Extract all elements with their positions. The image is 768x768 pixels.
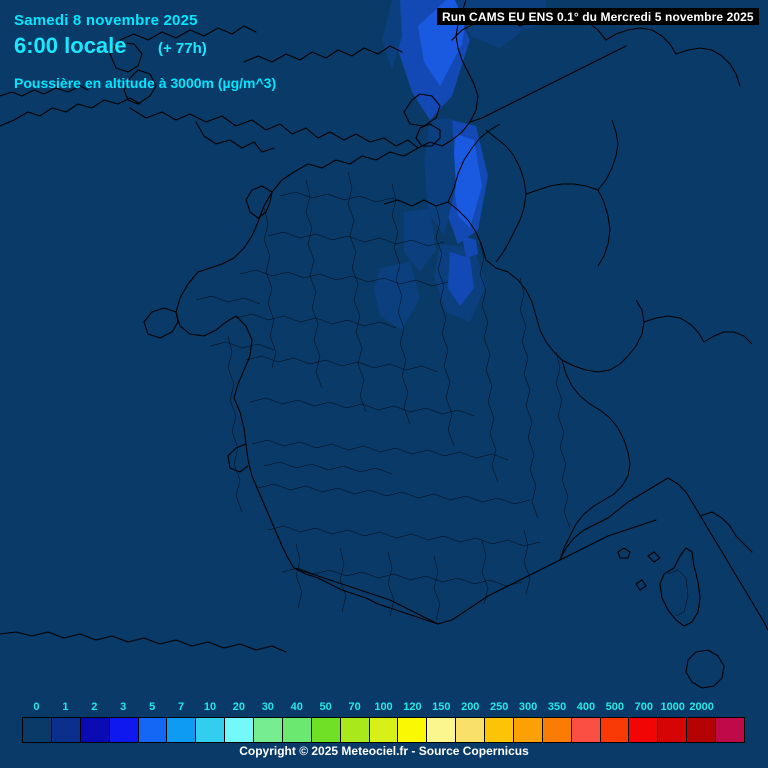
legend-swatch [716, 718, 744, 742]
legend-tick: 5 [149, 701, 156, 713]
legend-swatch [485, 718, 514, 742]
legend-tick: 700 [634, 701, 653, 713]
legend-swatch [138, 718, 168, 742]
legend-tick: 7 [177, 701, 185, 713]
legend-tick: 200 [461, 701, 480, 713]
legend-swatch [225, 718, 254, 742]
legend-swatch [456, 718, 485, 742]
legend-swatch [600, 718, 630, 742]
legend-tick: 40 [290, 701, 303, 713]
legend-tick: 300 [518, 701, 538, 713]
legend-swatch [571, 718, 601, 742]
legend-swatch [109, 718, 139, 742]
legend-tick: 10 [203, 701, 217, 713]
legend-swatch [51, 718, 81, 742]
legend-swatch [513, 718, 543, 742]
legend-tick: 20 [232, 701, 246, 713]
legend-swatch [311, 718, 341, 742]
legend-tick: 250 [489, 701, 509, 713]
legend-tick: 30 [261, 701, 274, 713]
legend-swatch [282, 718, 312, 742]
map-vector-layer [0, 0, 768, 689]
model-run-text: Run CAMS EU ENS 0.1° du Mercredi 5 novem… [442, 9, 754, 24]
legend-tick: 1000 [660, 701, 685, 713]
legend-swatch [542, 718, 572, 742]
copyright-text: Copyright © 2025 Meteociel.fr - Source C… [239, 744, 529, 758]
legend-tick: 1 [62, 701, 69, 713]
legend-swatch [80, 718, 110, 742]
legend-tick: 50 [319, 701, 332, 713]
legend-tick: 400 [576, 701, 596, 713]
legend-tick: 120 [403, 701, 422, 713]
legend-tick: 150 [432, 701, 451, 713]
legend-swatch [398, 718, 428, 742]
legend-tick-labels: 0 1 2 3 5 7 10 20 30 40 50 70 100 120 150 200 250 300 350 4… [0, 700, 768, 717]
model-run-banner: Run CAMS EU ENS 0.1° du Mercredi 5 novem… [437, 8, 759, 25]
dust-plume-overlay [374, 0, 548, 330]
legend-swatch [658, 718, 688, 742]
legend-tick: 70 [348, 701, 361, 713]
legend-swatch [23, 718, 52, 742]
legend-tick: 2000 [689, 701, 714, 713]
legend-swatch [629, 718, 659, 742]
legend-tick: 350 [547, 701, 567, 713]
legend-swatch [196, 718, 226, 742]
legend-swatch [254, 718, 283, 742]
legend-color-bar[interactable] [22, 717, 745, 743]
coastlines [0, 0, 768, 689]
map-canvas[interactable]: Samedi 8 novembre 2025 6:00 locale (+ 77… [0, 0, 768, 700]
legend-tick: 500 [605, 701, 625, 713]
country-borders [293, 119, 753, 625]
legend-swatch [340, 718, 370, 742]
legend-swatch [167, 718, 197, 742]
legend-swatch [427, 718, 457, 742]
legend-swatch [687, 718, 716, 742]
legend-tick: 0 [33, 701, 40, 713]
department-borders [195, 171, 571, 621]
legend-tick: 100 [374, 701, 393, 713]
legend-swatch [369, 718, 399, 742]
color-scale-legend: 0 1 2 3 5 7 10 20 30 40 50 70 100 120 150 200 250 300 350 4… [0, 700, 768, 768]
legend-tick: 3 [120, 701, 127, 713]
legend-tick: 2 [91, 701, 98, 713]
